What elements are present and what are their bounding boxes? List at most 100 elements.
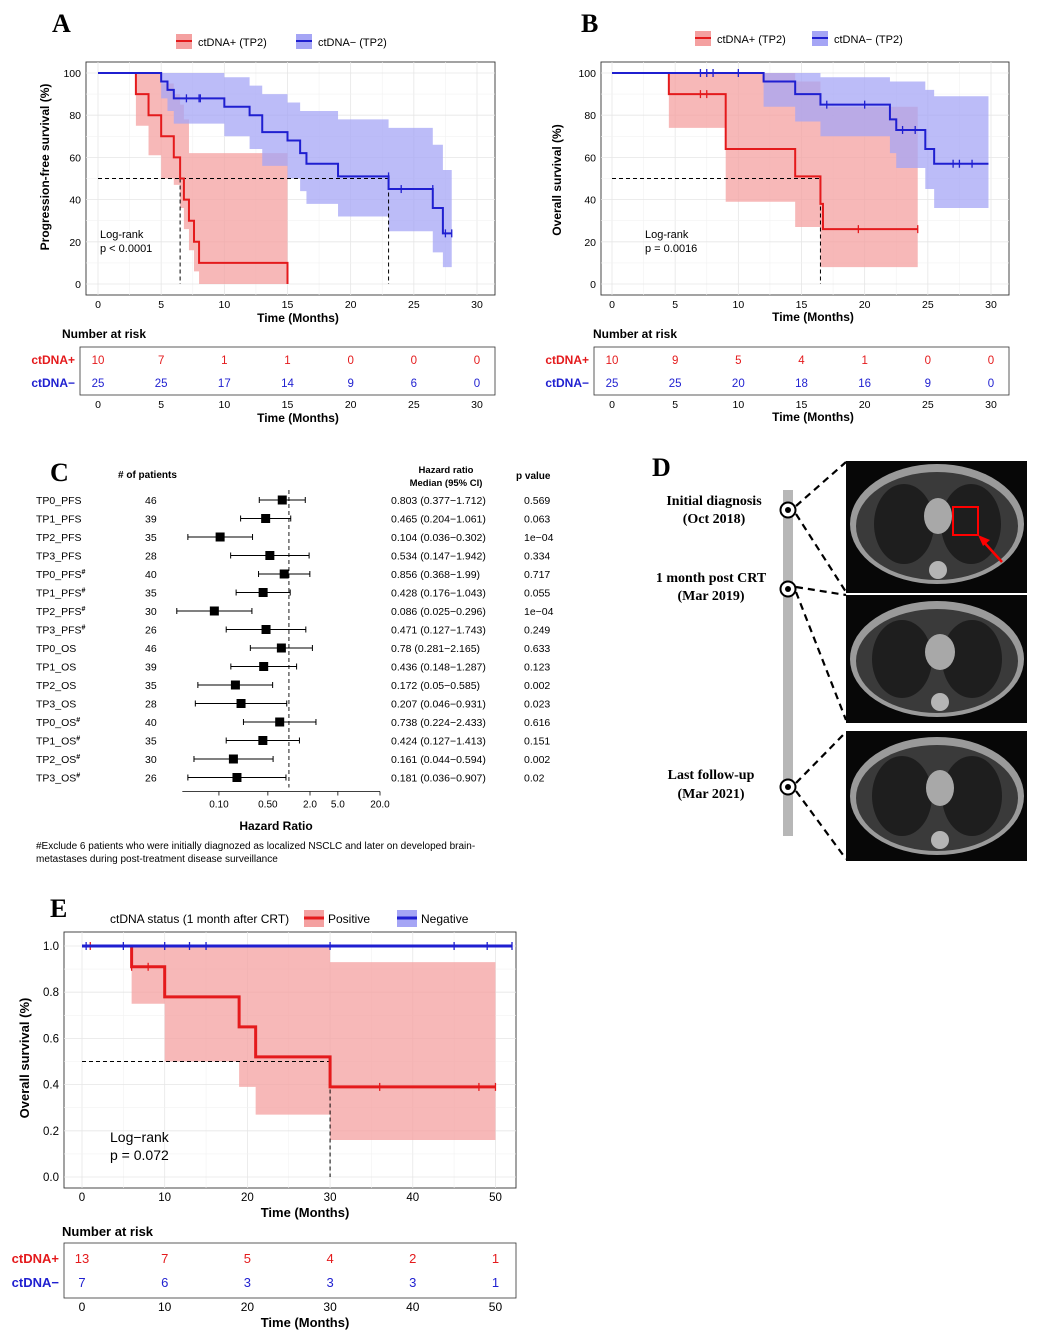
risk-count-pos-B: 9: [672, 355, 678, 367]
risk-x-tick-B: 25: [922, 399, 934, 411]
forest-row-p: 0.002: [524, 754, 550, 766]
risk-table-frame-e: [63, 1242, 517, 1299]
forest-point: [261, 625, 271, 634]
y-tick-label-A: 60: [69, 152, 81, 164]
x-tick-label-B: 0: [609, 299, 615, 311]
risk-count-pos-E: 5: [244, 1251, 251, 1266]
y-tick-label-A: 100: [63, 68, 81, 80]
forest-x-tick-label: 20.0: [370, 800, 390, 811]
forest-row-superscript: #: [76, 717, 80, 724]
forest-row-n: 39: [145, 514, 157, 526]
risk-count-pos-A: 0: [474, 355, 480, 367]
timeline-marker-1: [779, 501, 797, 519]
forest-row-p: 0.717: [524, 569, 550, 581]
forest-point: [258, 588, 268, 597]
forest-row-label: TP0_OS#: [36, 717, 80, 729]
legend-b: ctDNA+ (TP2) ctDNA− (TP2): [695, 31, 903, 46]
risk-count-neg-B: 20: [732, 378, 745, 390]
panel-e: E ctDNA status (1 month after CRT) Posit…: [12, 894, 517, 1330]
event-2-title: 1 month post CRT: [656, 571, 767, 586]
panel-label-b: B: [581, 9, 598, 38]
risk-count-neg-E: 6: [161, 1275, 168, 1290]
x-tick-label-B: 30: [985, 299, 997, 311]
forest-row-p: 0.151: [524, 736, 550, 748]
forest-row-label: TP3_OS#: [36, 773, 80, 785]
forest-row-n: 35: [145, 588, 157, 600]
survival-curve-B-0: [612, 72, 918, 231]
y-tick-label-B: 0: [590, 279, 596, 291]
risk-x-tick-A: 15: [282, 399, 294, 411]
lesion-highlight-box: [952, 506, 979, 536]
lesion-arrow-head: [978, 535, 990, 546]
forest-header-p: p value: [516, 471, 551, 482]
risk-count-neg-B: 25: [669, 378, 682, 390]
risk-count-pos-A: 7: [158, 355, 164, 367]
forest-row-n: 30: [145, 754, 157, 766]
forest-row-hr-ci: 0.104 (0.036−0.302): [391, 532, 486, 544]
forest-x-axis-label: Hazard Ratio: [239, 819, 312, 833]
risk-x-tick-A: 5: [158, 399, 164, 411]
forest-row-label: TP0_PFS#: [36, 569, 86, 581]
x-tick-label-A: 30: [471, 299, 483, 311]
forest-row-p: 0.023: [524, 699, 550, 711]
forest-point: [261, 514, 271, 523]
risk-x-axis-label-e: Time (Months): [261, 1315, 350, 1330]
risk-x-tick-A: 20: [345, 399, 357, 411]
forest-row-label: TP1_PFS#: [36, 588, 86, 600]
forest-row-superscript: #: [82, 569, 86, 576]
forest-row-n: 40: [145, 569, 157, 581]
y-tick-label-E: 0.6: [43, 1033, 59, 1045]
forest-point: [279, 569, 289, 579]
logrank-label-e: Log−rank: [110, 1129, 170, 1145]
risk-count-pos-A: 1: [221, 355, 227, 367]
x-tick-label-B: 15: [796, 299, 808, 311]
risk-count-neg-E: 3: [244, 1275, 251, 1290]
risk-count-pos-B: 10: [606, 355, 619, 367]
forest-x-tick-label: 0.10: [209, 800, 229, 811]
ci-band-A-1: [98, 73, 452, 268]
forest-row-superscript: #: [76, 773, 80, 780]
forest-point: [259, 662, 269, 671]
timeline-connectors: [794, 461, 848, 860]
forest-row-p: 0.633: [524, 643, 550, 655]
forest-plot: 0.10 0.50 2.0 5.0 20.0 TP0_PFS 46 0.803 (0.377−…: [36, 490, 554, 811]
y-tick-label-A: 20: [69, 237, 81, 249]
x-tick-label-A: 10: [218, 299, 230, 311]
timeline-bar: [783, 490, 793, 836]
ct-scan-post-crt: [846, 595, 1027, 723]
risk-count-pos-E: 13: [75, 1251, 89, 1266]
forest-row-hr-ci: 0.428 (0.176−1.043): [391, 588, 486, 600]
risk-title-e: Number at risk: [62, 1224, 154, 1239]
y-axis-label-b: Overall survival (%): [550, 124, 564, 235]
forest-row-n: 30: [145, 606, 157, 618]
risk-x-tick-A: 10: [218, 399, 230, 411]
forest-row-label: TP0_OS: [36, 643, 76, 655]
forest-footnote-line1: #Exclude 6 patients who were initially d…: [36, 841, 475, 852]
x-tick-label-E: 40: [406, 1192, 419, 1204]
risk-table-e: 13 7 0 7 6 10 5 3 20 4 3 30 2 3 40 1 1 50: [75, 1251, 503, 1314]
survival-curve-B-1: [612, 72, 989, 165]
km-plot-b: 0 5 10 15 20 25 30 0 20 40 60 80 100: [578, 61, 1010, 311]
risk-x-tick-B: 30: [985, 399, 997, 411]
forest-point: [258, 736, 268, 745]
forest-row-n: 40: [145, 717, 157, 729]
risk-count-neg-A: 25: [92, 378, 105, 390]
risk-count-neg-E: 1: [492, 1275, 499, 1290]
forest-row-p: 0.123: [524, 662, 550, 674]
forest-row-hr-ci: 0.856 (0.368−1.99): [391, 569, 480, 581]
forest-row-hr-ci: 0.534 (0.147−1.942): [391, 551, 486, 563]
risk-x-tick-B: 15: [796, 399, 808, 411]
forest-row-label: TP3_PFS: [36, 551, 82, 563]
x-tick-label-A: 0: [95, 299, 101, 311]
logrank-label-a: Log-rank: [100, 229, 144, 241]
forest-row-label: TP1_OS#: [36, 736, 80, 748]
forest-row-p: 0.055: [524, 588, 550, 600]
risk-count-neg-B: 25: [606, 378, 619, 390]
legend-e: Positive Negative: [304, 910, 469, 927]
risk-count-neg-B: 9: [925, 378, 931, 390]
risk-count-neg-E: 3: [409, 1275, 416, 1290]
forest-row-superscript: #: [76, 736, 80, 743]
forest-row-hr-ci: 0.161 (0.044−0.594): [391, 754, 486, 766]
forest-row-n: 35: [145, 680, 157, 692]
